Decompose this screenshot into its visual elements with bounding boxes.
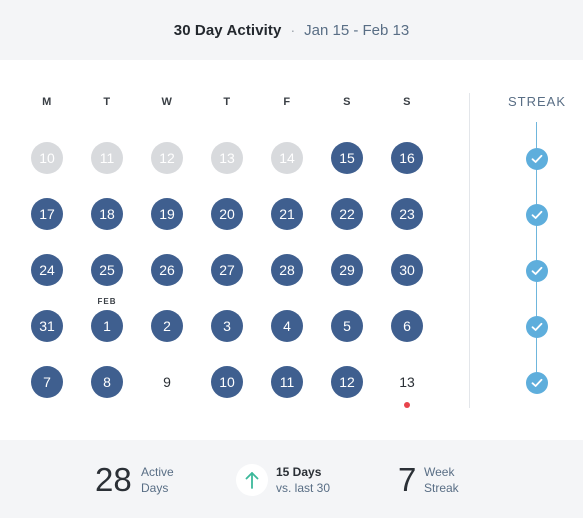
calendar-day[interactable]: 11 [91, 142, 123, 174]
calendar-day[interactable]: 7 [31, 366, 63, 398]
page-title: 30 Day Activity [173, 21, 282, 39]
calendar-day[interactable]: 6 [391, 310, 423, 342]
streak-check-icon [526, 260, 548, 282]
calendar-day[interactable]: 10 [31, 142, 63, 174]
month-label: FEB [97, 297, 117, 306]
active-days-label-line1: Active [141, 465, 174, 479]
calendar-day[interactable]: 13 [399, 374, 415, 390]
weekday-header: T [223, 96, 231, 108]
calendar-day[interactable]: 2 [151, 310, 183, 342]
calendar-day[interactable]: 14 [271, 142, 303, 174]
week-streak-count: 7 [398, 461, 417, 498]
calendar-day[interactable]: 9 [163, 374, 171, 390]
weekday-header: M [42, 96, 52, 108]
calendar-day[interactable]: 29 [331, 254, 363, 286]
calendar-day[interactable]: 11 [271, 366, 303, 398]
weekday-header: W [161, 96, 173, 108]
weekday-header: S [343, 96, 351, 108]
week-streak-label-line2: Streak [424, 481, 459, 495]
calendar-day[interactable]: 27 [211, 254, 243, 286]
calendar-day[interactable]: 25 [91, 254, 123, 286]
calendar-day[interactable]: 18 [91, 198, 123, 230]
trend-badge [236, 464, 268, 496]
streak-check-icon [526, 316, 548, 338]
calendar-day[interactable]: 10 [211, 366, 243, 398]
calendar-day[interactable]: 30 [391, 254, 423, 286]
calendar-day[interactable]: 8 [91, 366, 123, 398]
arrow-up-icon [245, 472, 259, 489]
trend-comparison: vs. last 30 [276, 481, 331, 495]
streak-line [536, 125, 537, 383]
header: 30 Day Activity · Jan 15 - Feb 13 [0, 0, 583, 60]
calendar-day[interactable]: 12 [331, 366, 363, 398]
calendar-day[interactable]: 28 [271, 254, 303, 286]
calendar-day[interactable]: 12 [151, 142, 183, 174]
calendar-day[interactable]: 5 [331, 310, 363, 342]
calendar-day[interactable]: 20 [211, 198, 243, 230]
calendar-day[interactable]: 4 [271, 310, 303, 342]
week-streak-label-line1: Week [424, 465, 455, 479]
calendar-day[interactable]: 13 [211, 142, 243, 174]
calendar-day[interactable]: 26 [151, 254, 183, 286]
calendar-day[interactable]: 31 [31, 310, 63, 342]
calendar-day[interactable]: 1 [91, 310, 123, 342]
calendar-day[interactable]: 17 [31, 198, 63, 230]
streak-label: STREAK [508, 94, 567, 109]
trend-value: 15 Days [276, 465, 322, 479]
streak-divider [469, 93, 470, 408]
calendar-day[interactable]: 3 [211, 310, 243, 342]
streak-check-icon [526, 204, 548, 226]
active-days-label: Active Days [141, 464, 174, 496]
today-marker [404, 402, 410, 408]
calendar-day[interactable]: 23 [391, 198, 423, 230]
date-range: Jan 15 - Feb 13 [304, 21, 410, 39]
weekday-header: F [283, 96, 291, 108]
calendar-day[interactable]: 21 [271, 198, 303, 230]
calendar-day[interactable]: 22 [331, 198, 363, 230]
title-separator: · [290, 22, 296, 38]
calendar-day[interactable]: 16 [391, 142, 423, 174]
calendar-day[interactable]: 15 [331, 142, 363, 174]
weekday-header: T [103, 96, 111, 108]
calendar-day[interactable]: 19 [151, 198, 183, 230]
activity-calendar: STREAK M T W T F S S 10 11 12 13 14 15 16 17 18 19 20 21 22… [0, 60, 583, 440]
streak-check-icon [526, 148, 548, 170]
week-streak-label: Week Streak [424, 464, 459, 496]
stats-footer: 28 Active Days 15 Days vs. last 30 7 Wee… [0, 440, 583, 518]
active-days-label-line2: Days [141, 481, 169, 495]
streak-check-icon [526, 372, 548, 394]
weekday-header: S [403, 96, 411, 108]
calendar-day[interactable]: 24 [31, 254, 63, 286]
active-days-count: 28 [95, 461, 132, 498]
